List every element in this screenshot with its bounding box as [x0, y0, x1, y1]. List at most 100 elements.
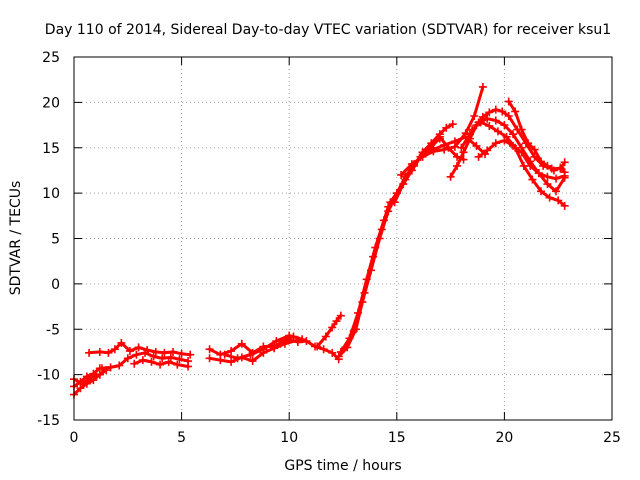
data-point: [123, 354, 132, 363]
data-point: [186, 350, 195, 359]
data-point: [517, 125, 526, 134]
data-point: [543, 172, 552, 181]
series-line: [343, 135, 465, 349]
y-tick-labels: -15 -10 -5 0 5 10 15 20 25: [37, 50, 60, 429]
data-point: [216, 356, 225, 365]
data-point: [483, 146, 492, 155]
data-point: [401, 172, 410, 181]
data-point: [556, 163, 565, 172]
data-point: [485, 121, 494, 130]
data-point: [457, 143, 466, 152]
data-point: [227, 357, 236, 366]
data-point: [483, 114, 492, 123]
series-line: [459, 117, 567, 193]
data-point: [459, 148, 468, 157]
data-point: [285, 336, 294, 345]
data-point: [524, 139, 533, 148]
series-pass-20: [504, 97, 569, 177]
data-point: [147, 357, 156, 366]
data-point: [177, 349, 186, 358]
series-pass-16: [418, 132, 490, 159]
series-pass-19: [468, 118, 569, 210]
data-point: [358, 298, 367, 307]
data-point: [132, 350, 141, 359]
x-axis-label: GPS time / hours: [284, 458, 401, 474]
data-point: [173, 360, 182, 369]
data-point: [476, 118, 485, 127]
x-tick-label: 20: [495, 430, 513, 446]
data-point: [85, 348, 94, 357]
data-point: [534, 169, 543, 178]
data-point: [440, 141, 449, 150]
y-tick-label: 25: [42, 50, 60, 66]
data-point: [500, 121, 509, 130]
x-tick-label: 10: [280, 430, 298, 446]
series-pass-4: [85, 338, 195, 359]
data-point: [552, 174, 561, 183]
data-point: [97, 364, 106, 373]
data-point: [397, 170, 406, 179]
y-axis-label: SDTVAR / TECUs: [8, 181, 24, 296]
data-point: [435, 132, 444, 141]
data-point: [227, 347, 236, 356]
y-tick-label: -5: [46, 322, 60, 338]
y-tick-label: 0: [51, 277, 60, 293]
data-point: [509, 141, 518, 150]
data-point: [560, 158, 569, 167]
data-point: [302, 337, 311, 346]
y-tick-label: 10: [42, 186, 60, 202]
x-tick-label: 15: [388, 430, 406, 446]
data-point: [259, 345, 268, 354]
data-point: [110, 345, 119, 354]
data-point: [442, 123, 451, 132]
data-point: [491, 116, 500, 125]
data-point: [115, 361, 124, 370]
series-pass-14: [341, 132, 468, 352]
data-point: [526, 161, 535, 170]
data-point: [384, 207, 393, 216]
data-point: [328, 323, 337, 332]
data-point: [341, 343, 350, 352]
data-point: [336, 347, 345, 356]
data-point: [418, 148, 427, 157]
data-point: [334, 352, 343, 361]
data-point: [560, 171, 569, 180]
data-point: [160, 348, 169, 357]
data-point: [164, 357, 173, 366]
series-pass-12: [334, 134, 444, 361]
series-pass-10: [276, 336, 343, 364]
data-point: [500, 136, 509, 145]
chart-title: Day 110 of 2014, Sidereal Day-to-day VTE…: [45, 22, 611, 38]
data-point: [468, 125, 477, 134]
data-point: [270, 344, 279, 353]
data-point: [205, 354, 214, 363]
data-point: [392, 189, 401, 198]
x-tick-label: 25: [603, 430, 621, 446]
data-point: [375, 234, 384, 243]
data-point: [560, 201, 569, 210]
y-tick-label: -15: [37, 413, 60, 429]
series-pass-6: [130, 356, 193, 371]
data-point: [485, 108, 494, 117]
data-point: [149, 352, 158, 361]
grid: [74, 57, 612, 420]
data-point: [545, 193, 554, 202]
data-point: [233, 354, 242, 363]
data-point: [293, 337, 302, 346]
data-point: [446, 172, 455, 181]
axis-ticks: [73, 56, 613, 421]
series-pass-5: [97, 348, 193, 373]
data-point: [504, 97, 513, 106]
data-point: [246, 350, 255, 359]
data-point: [166, 353, 175, 362]
data-point: [536, 187, 545, 196]
data-point: [220, 350, 229, 359]
data-point: [450, 137, 459, 146]
data-point: [453, 161, 462, 170]
data-point: [336, 311, 345, 320]
data-point: [511, 107, 520, 116]
series-line: [507, 100, 567, 174]
data-point: [313, 342, 322, 351]
data-point: [366, 266, 375, 275]
